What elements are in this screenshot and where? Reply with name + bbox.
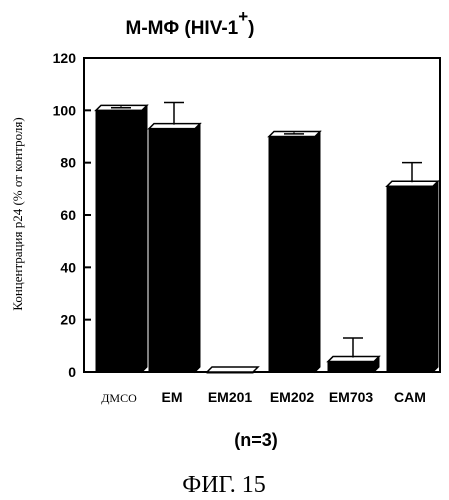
y-tick-label: 80 [60,155,76,171]
x-tick-label: EM703 [329,389,374,405]
bar-4 [328,338,379,372]
bar-front-face [96,110,142,372]
x-tick-label: EM201 [208,389,253,405]
figure-caption: ФИГ. 15 [182,472,265,498]
y-axis-label: Концентрация p24 (% от контроля) [10,117,25,310]
sample-size-note: (n=3) [234,430,278,450]
bar-front-face [387,186,433,372]
x-tick-label: CAM [394,389,426,405]
bar-front-face [207,372,253,373]
chart-title-superscript: + [238,7,248,26]
y-tick-label: 100 [53,102,77,118]
bar-2 [207,367,258,373]
y-tick-label: 60 [60,207,76,223]
bar-front-face [269,137,315,373]
chart-title: M-MΦ (HIV-1+) [126,7,255,39]
bar-front-face [328,362,374,372]
bar-front-face [149,129,195,372]
bar-side-face [315,132,320,373]
bar-side-face [195,124,200,372]
y-tick-label: 0 [68,364,76,380]
bar-0 [96,105,147,372]
bar-top-face [207,367,258,372]
y-tick-label: 20 [60,312,76,328]
x-tick-label: EM202 [270,389,315,405]
y-tick-label: 120 [53,50,77,66]
y-tick-label: 40 [60,259,76,275]
bar-side-face [142,105,147,372]
y-axis-ticks: 0 20 40 60 80 100 120 [53,50,91,380]
x-axis-tick-labels: ДМСО EM EM201 EM202 EM703 CAM [101,389,426,405]
bar-1 [149,102,200,372]
x-tick-label: EM [162,389,183,405]
bar-side-face [433,181,438,372]
chart-title-main: M-MΦ (HIV-1 [126,18,239,39]
chart-title-close: ) [248,18,254,39]
x-tick-label: ДМСО [101,391,137,405]
bar-3 [269,132,320,373]
bar-5 [387,163,438,372]
bars [96,102,438,373]
